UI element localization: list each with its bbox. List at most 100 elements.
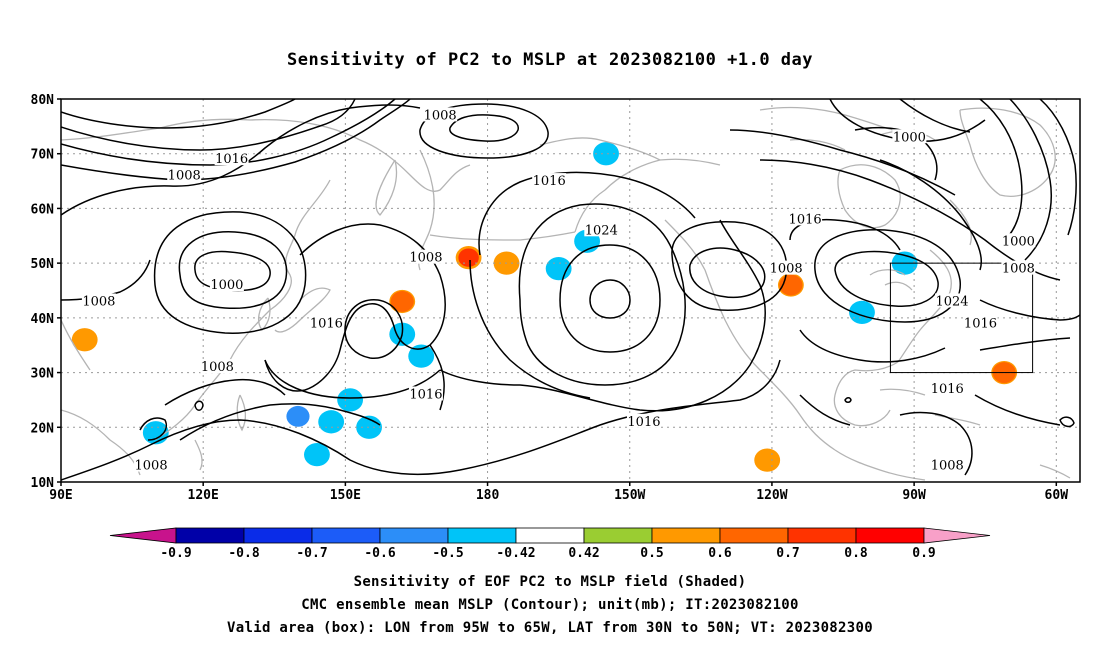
contour-label: 1000	[893, 130, 926, 145]
lon-tick-label: 150E	[330, 488, 361, 503]
lat-tick-label: 10N	[31, 476, 55, 491]
valid-area-box	[889, 262, 1034, 374]
sensitivity-patch	[408, 344, 435, 368]
colorbar-tick-label: -0.5	[432, 546, 463, 561]
contour-label: 1008	[135, 459, 168, 474]
colorbar-tick-label: -0.8	[228, 546, 259, 561]
lon-tick-label: 120E	[188, 488, 219, 503]
colorbar-segment	[719, 527, 789, 544]
colorbar-segment	[855, 527, 925, 544]
lat-tick-label: 40N	[31, 312, 55, 327]
contour-label-bg	[1001, 260, 1036, 275]
colorbar-segment	[787, 527, 857, 544]
colorbar-tick-label: -0.7	[296, 546, 327, 561]
lat-tick-label: 80N	[31, 93, 55, 108]
contour-label: 1024	[935, 294, 968, 309]
contour-label-bg	[769, 260, 804, 275]
contour-label: 1008	[409, 251, 442, 266]
lon-tick-label: 90W	[902, 488, 926, 503]
caption-line-3: Valid area (box): LON from 95W to 65W, L…	[227, 620, 873, 636]
sensitivity-patch	[318, 410, 345, 434]
colorbar-segment	[651, 527, 721, 544]
contour-label-bg	[200, 359, 235, 374]
contour-label: 1008	[168, 169, 201, 184]
contour-labels: 1008 1016 1008 1016 1000 1016 1024 1008 1008 1000…	[81, 107, 1036, 474]
contour-label: 1016	[931, 382, 964, 397]
contour-label: 1008	[931, 459, 964, 474]
sensitivity-patch	[304, 443, 330, 467]
contour-label: 1008	[201, 360, 234, 375]
contour-label-bg	[309, 315, 344, 330]
contour-label-bg	[892, 129, 927, 144]
colorbar-tick-label: 0.8	[844, 546, 868, 561]
lon-tick-label: 120W	[756, 488, 787, 503]
contour-label-bg	[209, 277, 244, 292]
colorbar-tick-label: 0.7	[776, 546, 799, 561]
contour-label: 1016	[310, 316, 343, 331]
contour-label-bg	[134, 457, 169, 472]
colorbar-tick-label: 0.5	[640, 546, 663, 561]
lat-tick-label: 30N	[31, 367, 55, 382]
colorbar-tick-label: 0.42	[568, 546, 599, 561]
contour-label: 1016	[627, 415, 660, 430]
contour-label-bg	[408, 249, 443, 264]
lon-tick-label: 90E	[49, 488, 72, 503]
page-title: Sensitivity of PC2 to MSLP at 2023082100…	[286, 50, 813, 70]
lat-tick-label: 70N	[31, 148, 55, 163]
contour-label-bg	[1001, 233, 1036, 248]
mslp-contours	[61, 99, 1080, 481]
sensitivity-shading	[71, 142, 1018, 472]
caption-line-2: CMC ensemble mean MSLP (Contour); unit(m…	[301, 597, 799, 613]
lat-tick-label: 50N	[31, 257, 55, 272]
contour-label-bg	[626, 413, 661, 428]
lon-tick-label: 60W	[1045, 488, 1069, 503]
contour-label-bg	[963, 315, 998, 330]
caption-line-1: Sensitivity of EOF PC2 to MSLP field (Sh…	[353, 574, 747, 590]
lat-tick-label: 20N	[31, 421, 55, 436]
contour-label-bg	[167, 167, 202, 182]
contour-label-bg	[788, 211, 823, 226]
colorbar-tick-label: -0.42	[496, 546, 535, 561]
contour-label-bg	[408, 386, 443, 401]
colorbar-segment	[243, 527, 313, 544]
contour-label-bg	[930, 380, 965, 395]
colorbar-segment	[515, 527, 585, 544]
contour-label-bg	[532, 173, 567, 188]
colorbar-tick-label: -0.6	[364, 546, 395, 561]
contour-label: 1008	[770, 262, 803, 277]
colorbar-tick-label: 0.9	[912, 546, 935, 561]
contour-label: 1024	[585, 223, 618, 238]
colorbar-segment	[175, 527, 245, 544]
contour-label-bg	[81, 293, 116, 308]
colorbar-segment	[583, 527, 653, 544]
colorbar-segment	[379, 527, 449, 544]
colorbar: -0.9 -0.8 -0.7 -0.6 -0.5 -0.42 0.42 0.5 0.6 0.7 0.…	[109, 527, 991, 561]
colorbar-segment	[447, 527, 517, 544]
contour-label: 1016	[533, 174, 566, 189]
colorbar-upper-triangle	[923, 527, 991, 544]
contour-label: 1016	[215, 152, 248, 167]
contour-label-bg	[214, 151, 249, 166]
colorbar-tick-label: 0.6	[708, 546, 732, 561]
lon-tick-label: 180	[476, 488, 500, 503]
contour-label: 1016	[789, 212, 822, 227]
sensitivity-patch	[458, 248, 479, 267]
colorbar-lower-triangle	[109, 527, 177, 544]
contour-label: 1008	[82, 294, 115, 309]
contour-label: 1016	[409, 387, 442, 402]
contour-label: 1016	[964, 316, 997, 331]
sensitivity-patch	[71, 328, 98, 352]
colorbar-tick-label: -0.9	[160, 546, 191, 561]
contour-label-bg	[584, 222, 619, 237]
contour-label: 1000	[210, 278, 243, 293]
sensitivity-patch	[593, 142, 619, 166]
latitude-labels: 80N 70N 60N 50N 40N 30N 20N 10N	[31, 93, 61, 491]
contour-label-bg	[423, 107, 458, 122]
sensitivity-patch	[390, 291, 414, 312]
sensitivity-patch	[337, 388, 364, 412]
contour-label-bg	[935, 293, 970, 308]
lon-tick-label: 150W	[614, 488, 645, 503]
contour-label: 1008	[424, 108, 457, 123]
contour-label-bg	[930, 457, 965, 472]
